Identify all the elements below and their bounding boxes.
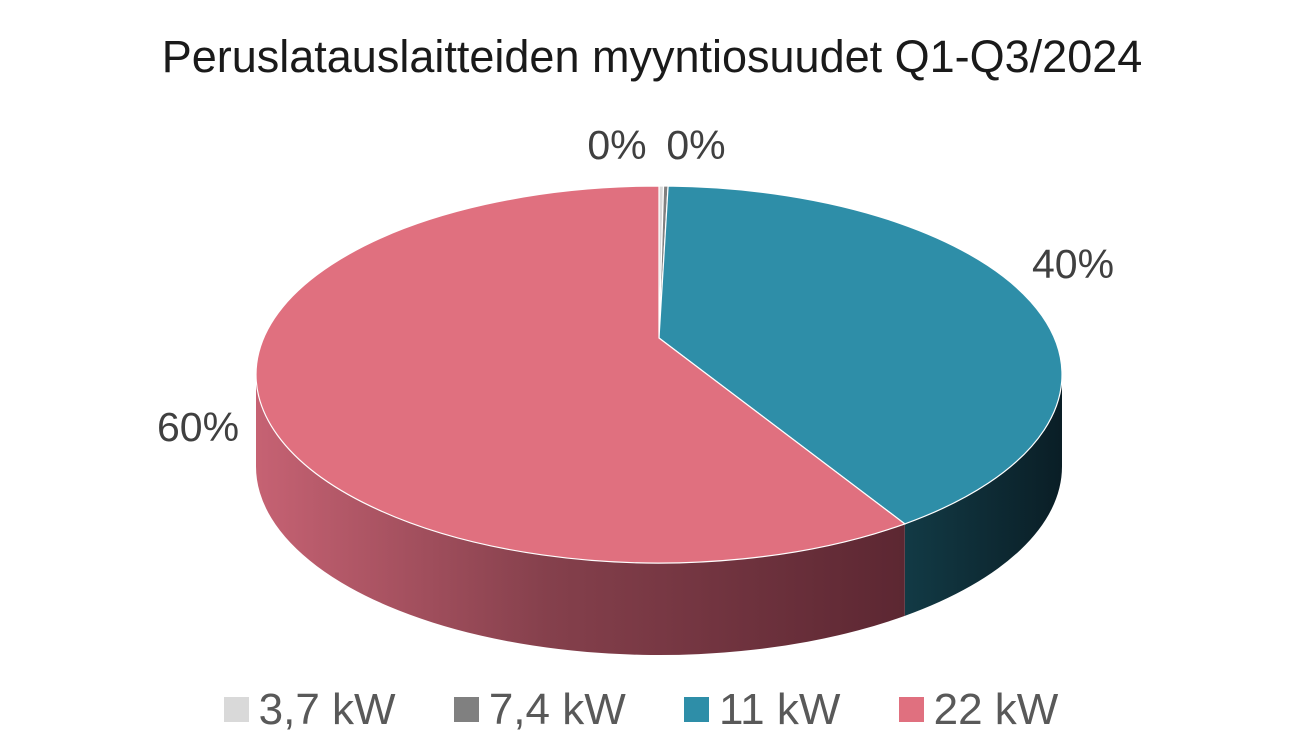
svg-text:0%: 0%: [666, 122, 725, 168]
svg-text:0%: 0%: [587, 122, 646, 168]
svg-text:60%: 60%: [157, 404, 239, 450]
svg-text:40%: 40%: [1032, 241, 1114, 287]
